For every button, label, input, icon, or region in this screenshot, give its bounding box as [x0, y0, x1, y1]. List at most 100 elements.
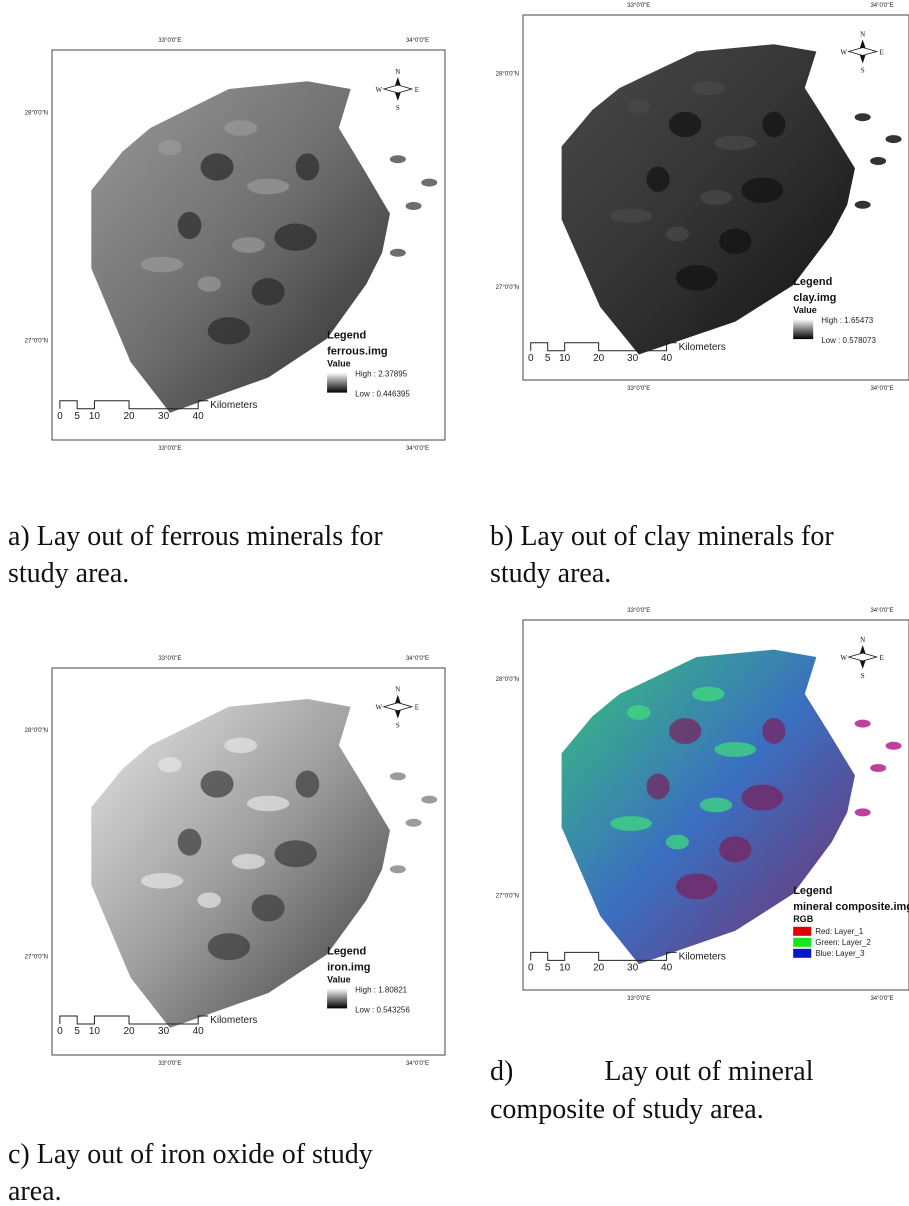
- scale-label: 40: [193, 1026, 205, 1037]
- texture: [252, 278, 285, 305]
- scale-label: 5: [545, 962, 551, 973]
- island: [406, 202, 422, 210]
- compass: [384, 85, 412, 93]
- texture: [676, 265, 718, 291]
- scale-label: 0: [57, 411, 63, 422]
- texture: [274, 840, 316, 867]
- lon-label: 34°0'0"E: [406, 38, 429, 44]
- texture: [232, 237, 265, 253]
- texture: [224, 120, 257, 136]
- texture: [247, 179, 289, 195]
- legend-low: Low : 0.543256: [355, 1005, 410, 1014]
- lon-label: 34°0'0"E: [870, 608, 893, 614]
- island: [406, 819, 422, 827]
- legend-title: Legend: [793, 276, 832, 288]
- scale-label: 30: [158, 1026, 170, 1037]
- scale-label: 30: [627, 962, 639, 973]
- legend-swatch: [793, 949, 811, 958]
- island: [390, 865, 406, 873]
- texture: [676, 873, 718, 899]
- texture: [208, 317, 250, 344]
- caption: c) Lay out of iron oxide of study: [8, 1139, 373, 1170]
- lon-label: 34°0'0"E: [406, 1061, 429, 1067]
- scale-unit: Kilometers: [679, 951, 726, 962]
- lon-label: 34°0'0"E: [406, 656, 429, 662]
- compass-letter: N: [860, 636, 865, 644]
- legend-entry: Blue: Layer_3: [815, 949, 865, 958]
- scale-label: 40: [661, 353, 673, 364]
- lon-label: 33°0'0"E: [158, 38, 181, 44]
- texture: [714, 742, 756, 757]
- caption: composite of study area.: [490, 1094, 764, 1125]
- scale-label: 20: [123, 411, 135, 422]
- lon-label: 33°0'0"E: [627, 386, 650, 392]
- texture: [692, 81, 724, 96]
- island: [886, 742, 902, 750]
- scale-label: 0: [57, 1026, 63, 1037]
- lat-label: 27°0'0"N: [496, 894, 519, 900]
- lat-label: 27°0'0"N: [496, 285, 519, 291]
- scale-label: 10: [89, 411, 101, 422]
- texture: [247, 796, 289, 811]
- caption: d) Lay out of mineral: [490, 1056, 814, 1087]
- legend-high: High : 1.80821: [355, 985, 408, 994]
- texture: [610, 208, 652, 223]
- texture: [141, 873, 183, 888]
- scale-label: 10: [559, 962, 571, 973]
- legend-title: Legend: [327, 330, 366, 342]
- texture: [700, 798, 732, 813]
- island: [855, 113, 871, 121]
- legend-ramp: [327, 988, 347, 1008]
- legend-title: Legend: [793, 885, 832, 897]
- texture: [197, 892, 221, 907]
- legend-file: iron.img: [327, 961, 370, 973]
- figure: 33°0'0"E 34°0'0"E 33°0'0"E 34°0'0"E 28°0'0"N…: [0, 0, 909, 1206]
- compass-letter: S: [861, 67, 865, 75]
- scale-label: 10: [559, 353, 571, 364]
- island: [870, 764, 886, 772]
- compass-letter: W: [376, 704, 383, 712]
- island: [390, 772, 406, 780]
- compass: [849, 48, 877, 56]
- compass-letter: N: [395, 686, 400, 694]
- legend-high: High : 1.65473: [821, 316, 874, 325]
- texture: [714, 135, 756, 150]
- texture: [627, 99, 650, 114]
- scale-unit: Kilometers: [679, 342, 726, 353]
- texture: [669, 718, 701, 744]
- scale-label: 20: [123, 1026, 135, 1037]
- texture: [610, 816, 652, 831]
- scale-label: 5: [74, 411, 80, 422]
- lon-label: 34°0'0"E: [870, 3, 893, 9]
- texture: [741, 177, 783, 203]
- scale-label: 30: [158, 411, 170, 422]
- lon-label: 34°0'0"E: [870, 996, 893, 1002]
- lat-label: 28°0'0"N: [496, 71, 519, 77]
- texture: [666, 835, 689, 850]
- lon-label: 33°0'0"E: [158, 656, 181, 662]
- legend-file: ferrous.img: [327, 346, 388, 358]
- texture: [158, 140, 182, 156]
- compass: [384, 703, 412, 711]
- texture: [762, 112, 785, 138]
- lat-label: 28°0'0"N: [25, 110, 48, 116]
- lon-label: 34°0'0"E: [870, 386, 893, 392]
- legend-subtitle: RGB: [793, 914, 814, 924]
- lat-label: 27°0'0"N: [25, 339, 48, 345]
- compass: [849, 653, 877, 661]
- caption: b) Lay out of clay minerals for: [490, 521, 834, 552]
- compass-letter: W: [376, 86, 383, 94]
- lon-label: 34°0'0"E: [406, 446, 429, 452]
- caption: area.: [8, 1176, 62, 1206]
- compass-letter: S: [861, 672, 865, 680]
- island: [855, 720, 871, 728]
- island: [390, 155, 406, 163]
- legend-swatch: [793, 927, 811, 936]
- texture: [700, 190, 732, 205]
- legend-high: High : 2.37895: [355, 370, 408, 379]
- lat-label: 27°0'0"N: [25, 954, 48, 960]
- texture: [719, 836, 751, 862]
- island: [855, 808, 871, 816]
- compass-letter: N: [395, 68, 400, 76]
- island: [886, 135, 902, 143]
